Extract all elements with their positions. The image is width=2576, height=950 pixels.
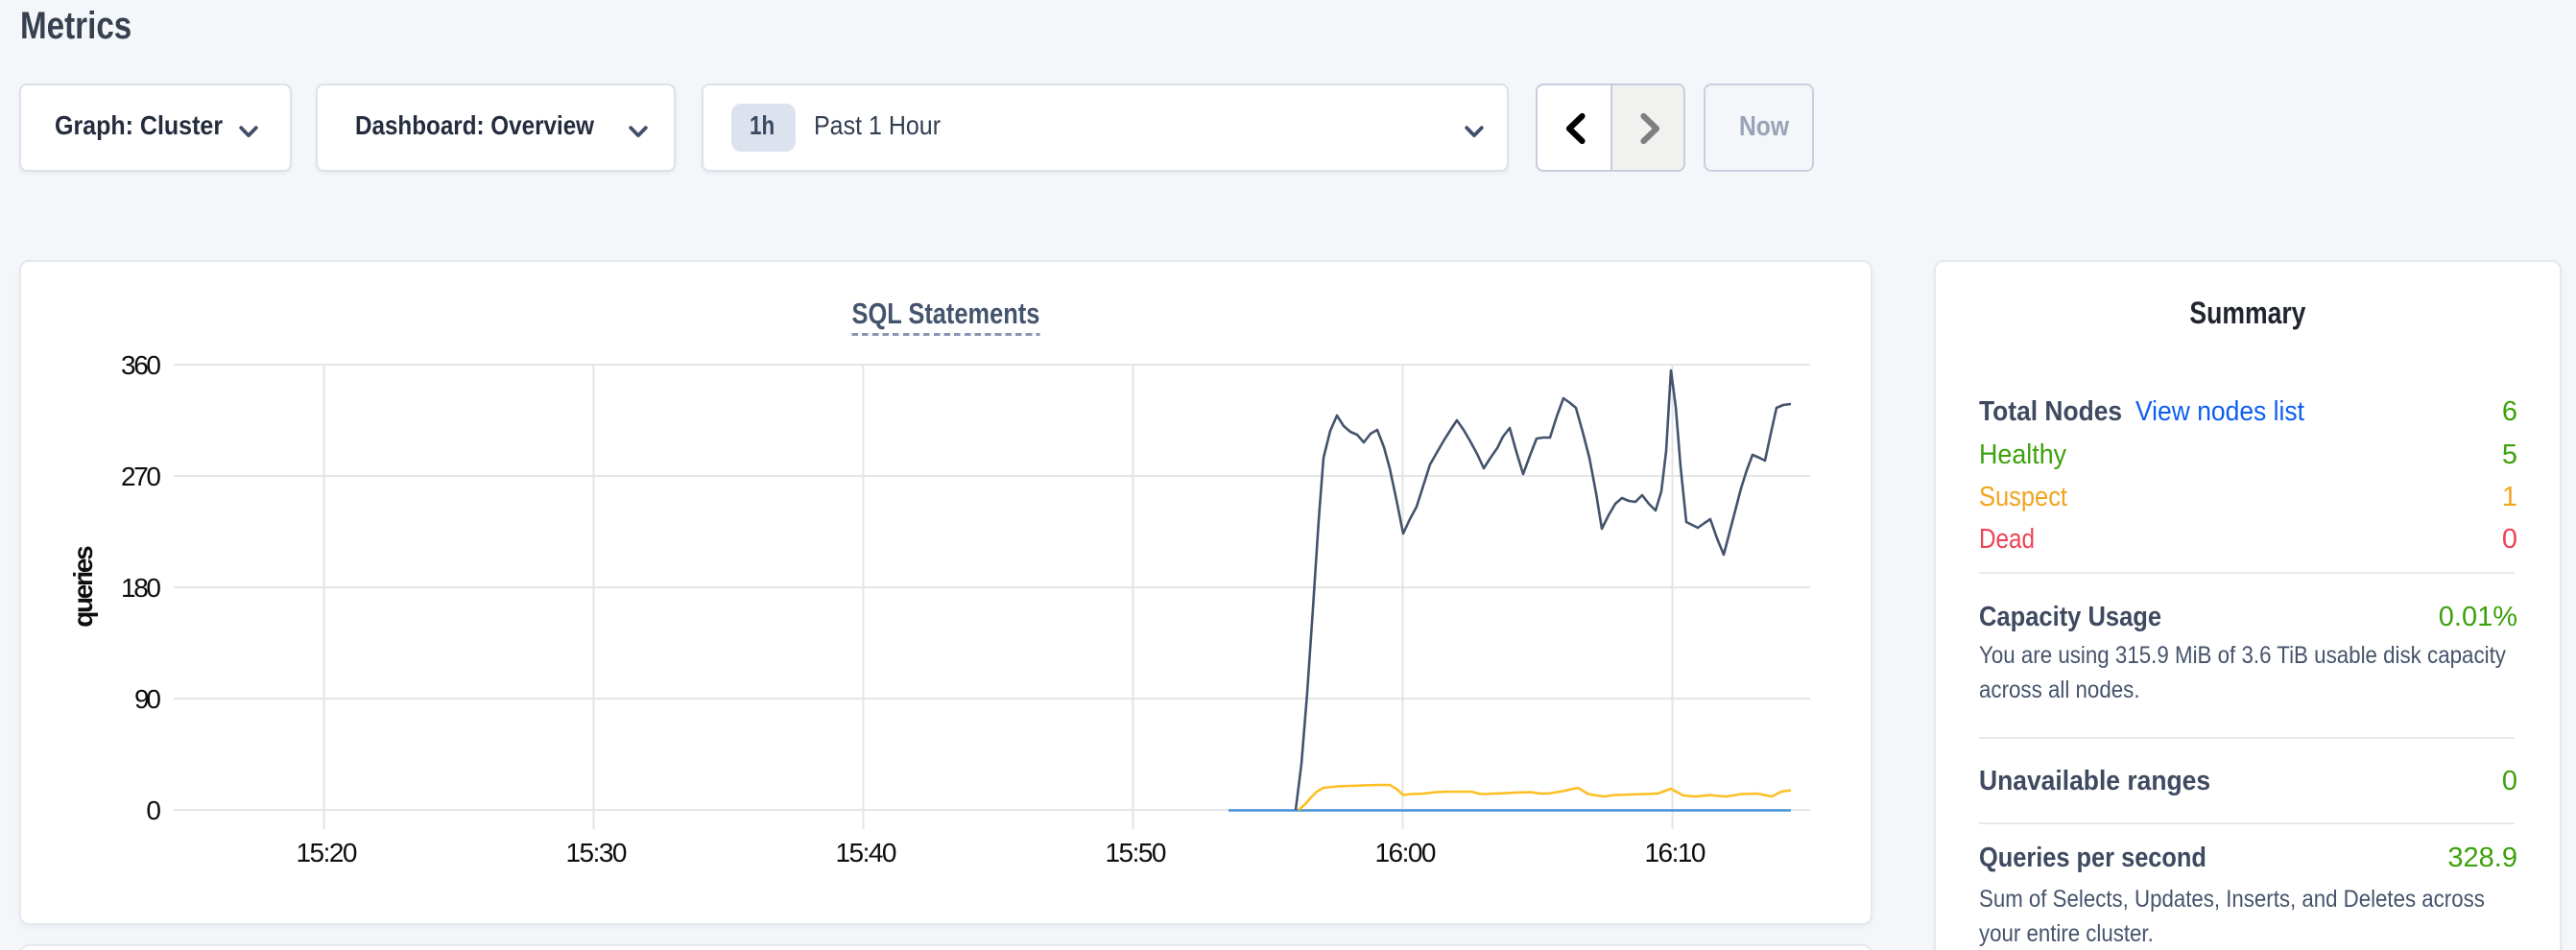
- svg-text:270: 270: [121, 462, 161, 491]
- svg-text:15:50: 15:50: [1106, 838, 1167, 867]
- svg-text:16:10: 16:10: [1645, 838, 1706, 867]
- svg-text:15:40: 15:40: [836, 838, 897, 867]
- svg-text:360: 360: [121, 350, 161, 380]
- svg-text:180: 180: [121, 573, 161, 603]
- svg-text:16:00: 16:00: [1375, 838, 1437, 867]
- svg-text:0: 0: [146, 796, 161, 825]
- svg-text:queries: queries: [68, 545, 98, 628]
- svg-text:15:20: 15:20: [297, 838, 358, 867]
- svg-text:15:30: 15:30: [566, 838, 628, 867]
- svg-text:90: 90: [134, 684, 161, 714]
